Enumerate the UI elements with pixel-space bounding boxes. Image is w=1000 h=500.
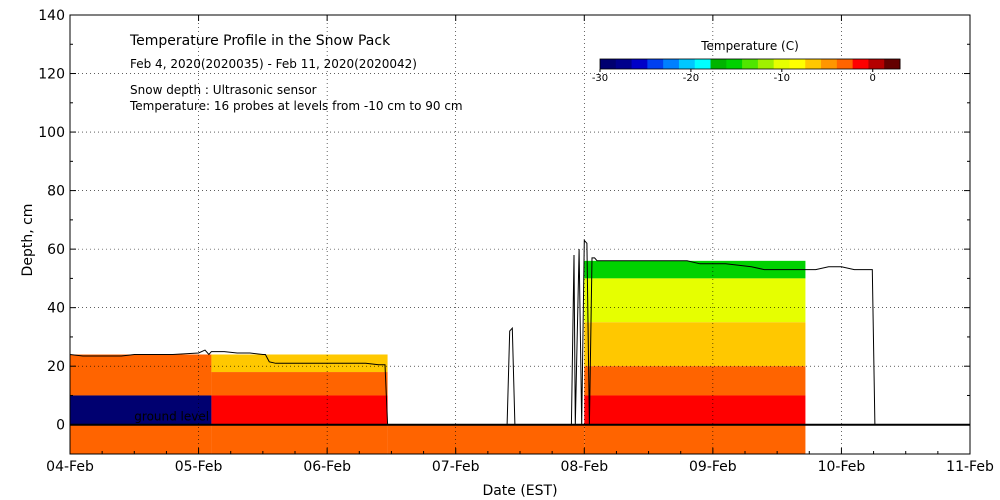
colorbar-swatch [663,59,680,69]
temperature-cell-1-2 [211,395,388,425]
colorbar-tick-label: -10 [774,73,790,84]
colorbar-swatch [615,59,633,69]
y-tick-label: 120 [38,67,65,83]
temperature-cell-3-3 [584,366,806,396]
colorbar-swatch [678,59,696,69]
colorbar-swatch [805,59,822,69]
colorbar-swatch [836,59,854,69]
colorbar-swatch [789,59,806,69]
temperature-cell-0-1 [70,395,212,425]
colorbar-swatch [757,59,775,69]
colorbar-swatch [852,59,869,69]
colorbar-swatch [884,59,901,69]
x-tick-label: 07-Feb [432,459,480,475]
x-tick-label: 09-Feb [689,459,737,475]
colorbar-swatch [710,59,727,69]
colorbar-swatch [868,59,885,69]
colorbar-tick-label: 0 [870,73,876,84]
x-tick-label: 05-Feb [175,459,223,475]
colorbar-swatch [742,59,759,69]
x-tick-label: 11-Feb [946,459,994,475]
temperature-cell-0-2 [70,424,212,454]
colorbar-swatch [821,59,838,69]
x-axis-label: Date (EST) [482,483,557,499]
colorbar-swatch [694,59,712,69]
colorbar: -30 -20 -10 0 [592,58,901,84]
y-tick-label: 60 [47,242,65,258]
colorbar-title: Temperature (C) [700,39,799,53]
temperature-cell-2-0 [387,424,585,454]
snow-depth-line [69,239,876,426]
colorbar-swatch [631,59,648,69]
colorbar-swatch [773,59,790,69]
chart-note-1: Snow depth : Ultrasonic sensor [130,83,317,97]
colorbar-swatch [600,59,617,69]
chart-title: Temperature Profile in the Snow Pack [129,33,391,49]
y-tick-label: 140 [38,8,65,24]
x-tick-label: 04-Feb [46,459,94,475]
temperature-cell-3-1 [584,278,806,323]
y-axis-label: Depth, cm [20,204,36,277]
y-tick-label: 80 [47,184,65,200]
temperature-cell-3-5 [584,424,806,454]
x-tick-label: 06-Feb [303,459,351,475]
temperature-cell-1-3 [211,424,388,454]
temperature-cell-1-1 [211,372,388,396]
y-tick-label: 40 [47,301,65,317]
colorbar-tick-label: -30 [592,73,608,84]
x-tick-label: 08-Feb [560,459,608,475]
chart-subtitle: Feb 4, 2020(2020035) - Feb 11, 2020(2020… [130,57,417,71]
y-tick-label: 0 [56,418,65,434]
y-tick-label: 100 [38,125,65,141]
temperature-cell-3-2 [584,322,806,367]
colorbar-frame [599,58,901,70]
overlay: 04-Feb 05-Feb 06-Feb 07-Feb 08-Feb 09-Feb 10-F… [38,8,994,475]
plot-area [70,260,806,454]
colorbar-swatch [647,59,664,69]
ground-level-label: ground level [134,410,209,424]
temperature-cell-3-0 [584,260,806,279]
temperature-cell-3-4 [584,395,806,425]
x-tick-label: 10-Feb [818,459,866,475]
y-tick-label: 20 [47,359,65,375]
colorbar-tick-label: -20 [683,73,699,84]
chart-note-2: Temperature: 16 probes at levels from -1… [129,99,463,113]
colorbar-swatch [726,59,743,69]
temperature-cell-0-0 [70,354,212,396]
